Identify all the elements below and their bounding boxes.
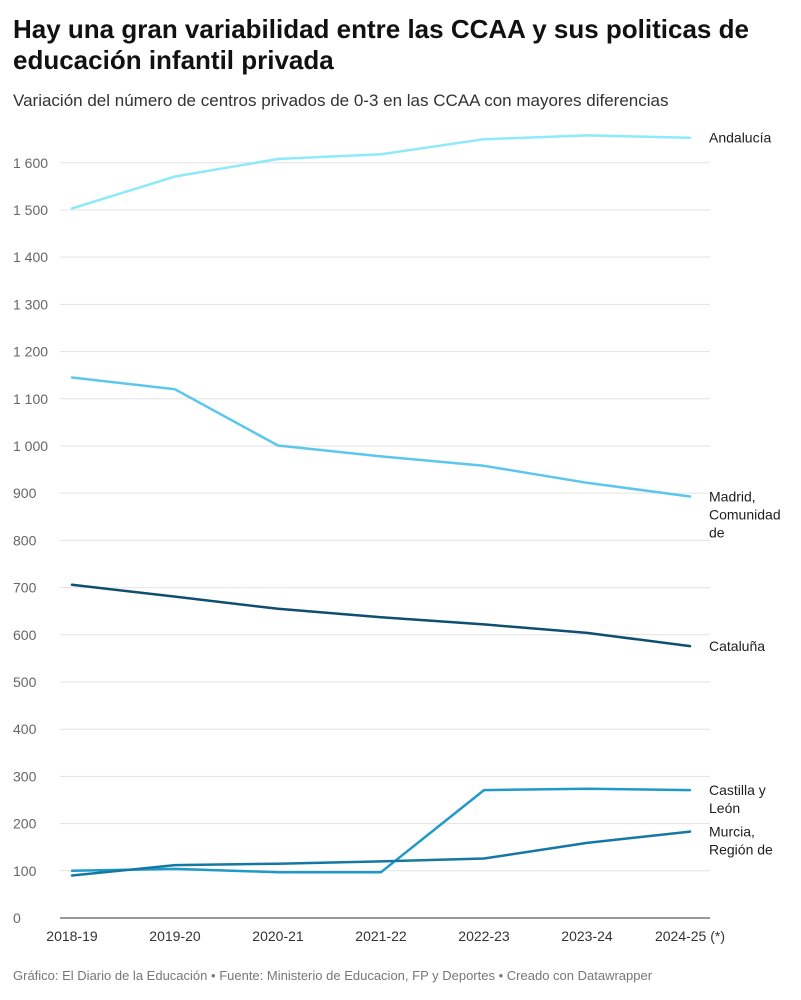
- x-tick-label: 2022-23: [458, 928, 510, 944]
- series-label: Cataluña: [709, 638, 765, 654]
- y-tick-label: 1 200: [13, 344, 48, 360]
- series-label-line: Comunidad: [709, 506, 781, 522]
- y-tick-label: 600: [13, 627, 37, 643]
- series-line: [70, 830, 692, 877]
- series-line: [70, 787, 692, 874]
- y-tick-label: 300: [13, 768, 37, 784]
- y-tick-label: 400: [13, 721, 37, 737]
- y-axis-ticks: 0 100 200 300 400 500 600 700 800 900 1 000 1 100 1 …: [13, 155, 48, 926]
- series-lines: [70, 134, 692, 877]
- y-tick-label: 1 400: [13, 249, 48, 265]
- series-label-line: Castilla y: [709, 782, 766, 798]
- series-line: [70, 376, 692, 498]
- series-label: Castilla y León: [709, 782, 766, 816]
- y-tick-label: 700: [13, 580, 37, 596]
- y-tick-label: 1 300: [13, 296, 48, 312]
- y-tick-label: 1 100: [13, 391, 48, 407]
- line-chart: 0 100 200 300 400 500 600 700 800 900 1 000 1 100 1 …: [13, 130, 781, 944]
- series-label-line: León: [709, 800, 740, 816]
- gridlines: [60, 162, 710, 919]
- series-label-line: Andalucía: [709, 130, 771, 146]
- footer-credit: Gráfico: El Diario de la Educación: [13, 968, 208, 983]
- y-tick-label: 1 000: [13, 438, 48, 454]
- series-label-line: Madrid,: [709, 488, 756, 504]
- y-tick-label: 500: [13, 674, 37, 690]
- y-tick-label: 100: [13, 863, 37, 879]
- series-label: Murcia, Región de: [709, 824, 773, 858]
- x-tick-label: 2023-24: [561, 928, 613, 944]
- chart-footer: Gráfico: El Diario de la Educación • Fue…: [13, 968, 652, 983]
- y-tick-label: 1 600: [13, 155, 48, 171]
- x-axis-ticks: 2018-19 2019-20 2020-21 2021-22 2022-23 2023-…: [46, 928, 725, 944]
- footer-tool-credit: Creado con Datawrapper: [506, 968, 653, 983]
- footer-separator: •: [498, 968, 504, 983]
- x-tick-label: 2018-19: [46, 928, 98, 944]
- x-tick-label: 2019-20: [149, 928, 201, 944]
- series-label: Andalucía: [709, 130, 771, 146]
- y-tick-label: 200: [13, 816, 37, 832]
- series-label-line: de: [709, 524, 725, 540]
- series-line: [70, 134, 692, 210]
- series-label: Madrid, Comunidad de: [709, 488, 781, 540]
- series-label-line: Cataluña: [709, 638, 765, 654]
- x-tick-label: 2020-21: [252, 928, 304, 944]
- series-line: [70, 583, 692, 648]
- x-tick-label: 2024-25 (*): [655, 928, 725, 944]
- y-tick-label: 1 500: [13, 202, 48, 218]
- chart-title: Hay una gran variabilidad entre las CCAA…: [13, 14, 749, 75]
- y-tick-label: 900: [13, 485, 37, 501]
- series-labels: Andalucía Madrid, Comunidad de Cataluña Casti…: [709, 130, 781, 858]
- y-tick-label: 0: [13, 910, 21, 926]
- footer-separator: •: [211, 968, 216, 983]
- series-label-line: Región de: [709, 842, 773, 858]
- footer-source: Fuente: Ministerio de Educacion, FP y De…: [219, 968, 495, 983]
- series-label-line: Murcia,: [709, 824, 755, 840]
- y-tick-label: 800: [13, 532, 37, 548]
- x-tick-label: 2021-22: [355, 928, 407, 944]
- chart-subtitle: Variación del número de centros privados…: [13, 91, 669, 110]
